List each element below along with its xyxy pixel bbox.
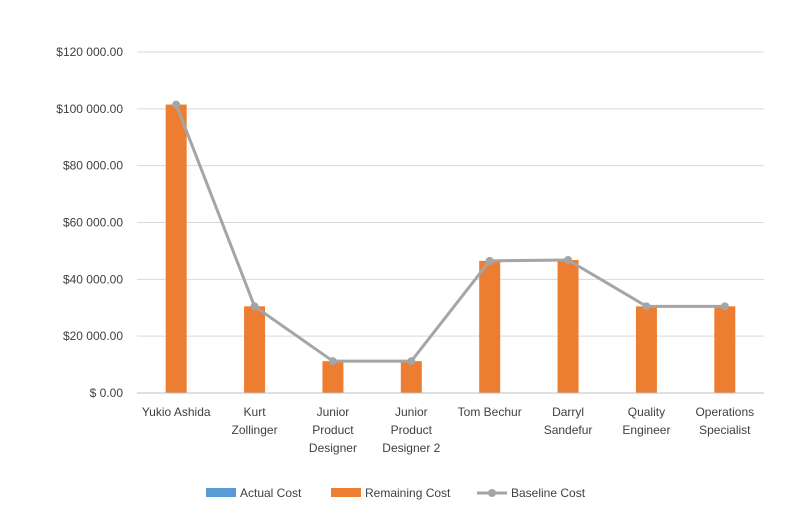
- bars: [165, 104, 736, 393]
- y-axis-tick-labels: $ 0.00 $20 000.00 $40 000.00 $60 000.00 $80 …: [56, 45, 123, 400]
- legend-label: Remaining Cost: [365, 486, 451, 500]
- x-tick-label: Darryl Sandefur: [544, 405, 593, 437]
- x-tick-label-line: Specialist: [699, 423, 751, 437]
- line-point: [485, 256, 494, 265]
- bar-remaining-cost: [244, 306, 266, 393]
- bar-remaining-cost: [635, 306, 657, 393]
- legend-swatch: [206, 488, 236, 497]
- x-axis-tick-labels: Yukio Ashida Kurt Zollinger Junior Product De…: [142, 405, 754, 455]
- line-point: [407, 357, 416, 366]
- x-tick-label-line: Product: [391, 423, 433, 437]
- baseline-line: [172, 100, 729, 366]
- y-tick-label: $60 000.00: [63, 216, 123, 230]
- line-point: [328, 357, 337, 366]
- y-tick-label: $120 000.00: [56, 45, 123, 59]
- x-tick-label: Junior Product Designer: [309, 405, 357, 455]
- x-tick-label-line: Yukio Ashida: [142, 405, 211, 419]
- y-tick-label: $40 000.00: [63, 272, 123, 286]
- legend-label: Actual Cost: [240, 486, 302, 500]
- x-tick-label-line: Designer 2: [382, 441, 440, 455]
- legend: Actual Cost Remaining Cost Baseline Cost: [206, 486, 586, 500]
- legend-marker: [488, 489, 496, 497]
- line-point: [564, 256, 573, 265]
- bar-remaining-cost: [165, 104, 187, 393]
- x-tick-label-line: Engineer: [622, 423, 670, 437]
- y-tick-label: $80 000.00: [63, 159, 123, 173]
- line-point: [720, 302, 729, 311]
- x-tick-label: Operations Specialist: [695, 405, 754, 437]
- x-tick-label-line: Operations: [695, 405, 754, 419]
- x-tick-label-line: Quality: [628, 405, 665, 419]
- y-tick-label: $100 000.00: [56, 102, 123, 116]
- x-tick-label-line: Darryl: [552, 405, 584, 419]
- x-tick-label-line: Junior: [317, 405, 350, 419]
- line-baseline-cost: [174, 104, 725, 363]
- x-tick-label-line: Tom Bechur: [458, 405, 522, 419]
- x-tick-label: Kurt Zollinger: [232, 405, 278, 437]
- x-tick-label: Yukio Ashida: [142, 405, 211, 419]
- line-point: [642, 302, 651, 311]
- legend-swatch: [331, 488, 361, 497]
- bar-remaining-cost: [714, 306, 736, 393]
- gridlines: [137, 51, 764, 337]
- bar-remaining-cost: [400, 361, 422, 393]
- x-tick-label-line: Sandefur: [544, 423, 593, 437]
- line-point: [250, 302, 259, 311]
- x-tick-label: Quality Engineer: [622, 405, 670, 437]
- x-tick-label: Junior Product Designer 2: [382, 405, 440, 455]
- bar-remaining-cost: [322, 361, 344, 393]
- x-tick-label-line: Product: [312, 423, 354, 437]
- bar-remaining-cost: [479, 260, 501, 393]
- y-tick-label: $ 0.00: [90, 386, 124, 400]
- x-tick-label: Tom Bechur: [458, 405, 522, 419]
- x-tick-label-line: Kurt: [244, 405, 267, 419]
- x-tick-label-line: Zollinger: [232, 423, 278, 437]
- x-tick-label-line: Junior: [395, 405, 428, 419]
- x-tick-label-line: Designer: [309, 441, 357, 455]
- bar-remaining-cost: [557, 260, 579, 393]
- line-point: [172, 100, 181, 109]
- y-tick-label: $20 000.00: [63, 329, 123, 343]
- legend-label: Baseline Cost: [511, 486, 586, 500]
